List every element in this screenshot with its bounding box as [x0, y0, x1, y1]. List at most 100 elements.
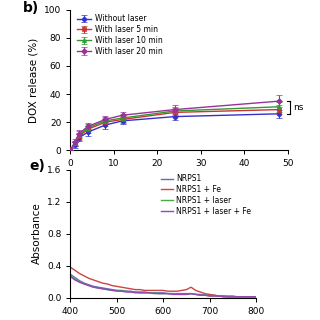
- NRPS1 + laser: [110, 289, 114, 292]
- NRPS1 + Fe: [73, 268, 77, 272]
- NRPS1 + Fe: [208, 292, 212, 296]
- NRPS1 + laser: [221, 295, 225, 299]
- NRPS1 + Fe: [96, 280, 100, 284]
- NRPS1: [78, 279, 82, 283]
- NRPS1: [203, 293, 207, 297]
- NRPS1: [231, 294, 235, 298]
- NRPS1 + laser + Fe: [143, 291, 147, 295]
- NRPS1: [184, 292, 188, 296]
- NRPS1: [73, 276, 77, 280]
- NRPS1 + laser + Fe: [120, 289, 124, 293]
- NRPS1 + laser: [106, 288, 109, 292]
- NRPS1: [96, 285, 100, 289]
- NRPS1 + laser: [240, 295, 244, 299]
- NRPS1 + laser: [120, 289, 124, 293]
- NRPS1 + laser + Fe: [147, 291, 151, 295]
- Legend: NRPS1, NRPS1 + Fe, NRPS1 + laser, NRPS1 + laser + Fe: NRPS1, NRPS1 + Fe, NRPS1 + laser, NRPS1 …: [160, 173, 252, 217]
- NRPS1: [245, 295, 249, 299]
- NRPS1 + Fe: [221, 294, 225, 298]
- NRPS1 + laser: [115, 289, 119, 292]
- NRPS1 + Fe: [194, 289, 197, 292]
- Line: NRPS1: NRPS1: [70, 274, 256, 297]
- NRPS1 + Fe: [101, 281, 105, 285]
- X-axis label: Time (h): Time (h): [157, 174, 201, 184]
- NRPS1 + Fe: [92, 278, 95, 282]
- NRPS1: [161, 291, 165, 295]
- NRPS1 + laser + Fe: [254, 295, 258, 299]
- NRPS1 + laser + Fe: [175, 292, 179, 296]
- NRPS1: [175, 292, 179, 296]
- NRPS1 + Fe: [87, 276, 91, 280]
- NRPS1 + Fe: [245, 295, 249, 299]
- NRPS1 + Fe: [189, 285, 193, 289]
- Y-axis label: DOX release (%): DOX release (%): [28, 37, 39, 123]
- NRPS1 + laser + Fe: [245, 295, 249, 299]
- NRPS1 + Fe: [129, 287, 133, 291]
- NRPS1 + Fe: [184, 288, 188, 292]
- NRPS1: [240, 295, 244, 299]
- NRPS1 + laser + Fe: [101, 287, 105, 291]
- NRPS1 + Fe: [120, 285, 124, 289]
- Text: e): e): [29, 159, 45, 173]
- NRPS1 + Fe: [180, 289, 184, 292]
- NRPS1 + laser + Fe: [171, 292, 174, 296]
- NRPS1: [156, 291, 160, 295]
- NRPS1 + Fe: [124, 286, 128, 290]
- NRPS1 + laser: [184, 292, 188, 296]
- NRPS1: [115, 289, 119, 292]
- NRPS1: [147, 291, 151, 295]
- NRPS1 + laser: [68, 274, 72, 278]
- Line: NRPS1 + Fe: NRPS1 + Fe: [70, 267, 256, 297]
- NRPS1 + Fe: [171, 289, 174, 293]
- NRPS1 + laser: [138, 291, 142, 295]
- NRPS1 + Fe: [217, 294, 221, 298]
- NRPS1: [194, 292, 197, 296]
- NRPS1 + laser: [245, 295, 249, 299]
- NRPS1 + laser + Fe: [198, 293, 202, 297]
- NRPS1: [152, 291, 156, 295]
- NRPS1 + laser: [73, 277, 77, 281]
- NRPS1 + Fe: [236, 295, 239, 299]
- NRPS1 + laser + Fe: [133, 291, 137, 295]
- NRPS1 + laser + Fe: [180, 292, 184, 296]
- NRPS1: [250, 295, 253, 299]
- NRPS1 + laser + Fe: [231, 295, 235, 299]
- NRPS1 + laser: [133, 290, 137, 294]
- NRPS1 + laser + Fe: [138, 291, 142, 295]
- NRPS1: [180, 292, 184, 296]
- NRPS1 + laser + Fe: [87, 284, 91, 287]
- NRPS1 + laser: [217, 294, 221, 298]
- Y-axis label: Absorbance: Absorbance: [31, 203, 42, 264]
- NRPS1: [208, 293, 212, 297]
- NRPS1 + laser + Fe: [92, 285, 95, 289]
- NRPS1 + laser + Fe: [194, 292, 197, 296]
- NRPS1 + laser + Fe: [161, 292, 165, 296]
- NRPS1: [106, 287, 109, 291]
- NRPS1: [236, 295, 239, 299]
- NRPS1: [226, 294, 230, 298]
- Legend: Without laser, With laser 5 min, With laser 10 min, With laser 20 min: Without laser, With laser 5 min, With la…: [76, 13, 163, 57]
- NRPS1 + laser: [152, 291, 156, 295]
- NRPS1 + laser + Fe: [189, 292, 193, 296]
- NRPS1 + Fe: [110, 284, 114, 287]
- NRPS1 + laser: [250, 295, 253, 299]
- NRPS1 + laser: [166, 292, 170, 296]
- NRPS1 + Fe: [175, 289, 179, 293]
- NRPS1 + laser: [161, 292, 165, 296]
- NRPS1 + Fe: [152, 289, 156, 292]
- NRPS1 + laser + Fe: [68, 275, 72, 279]
- NRPS1 + Fe: [226, 295, 230, 299]
- NRPS1 + laser: [208, 294, 212, 298]
- Text: b): b): [22, 1, 39, 15]
- NRPS1 + Fe: [203, 292, 207, 296]
- NRPS1: [212, 293, 216, 297]
- NRPS1 + laser + Fe: [208, 294, 212, 298]
- NRPS1: [221, 294, 225, 298]
- NRPS1 + laser: [156, 292, 160, 296]
- NRPS1 + Fe: [138, 288, 142, 292]
- NRPS1 + laser: [147, 291, 151, 295]
- NRPS1 + laser: [203, 293, 207, 297]
- NRPS1: [87, 283, 91, 287]
- NRPS1 + laser + Fe: [250, 295, 253, 299]
- NRPS1 + laser: [194, 292, 197, 296]
